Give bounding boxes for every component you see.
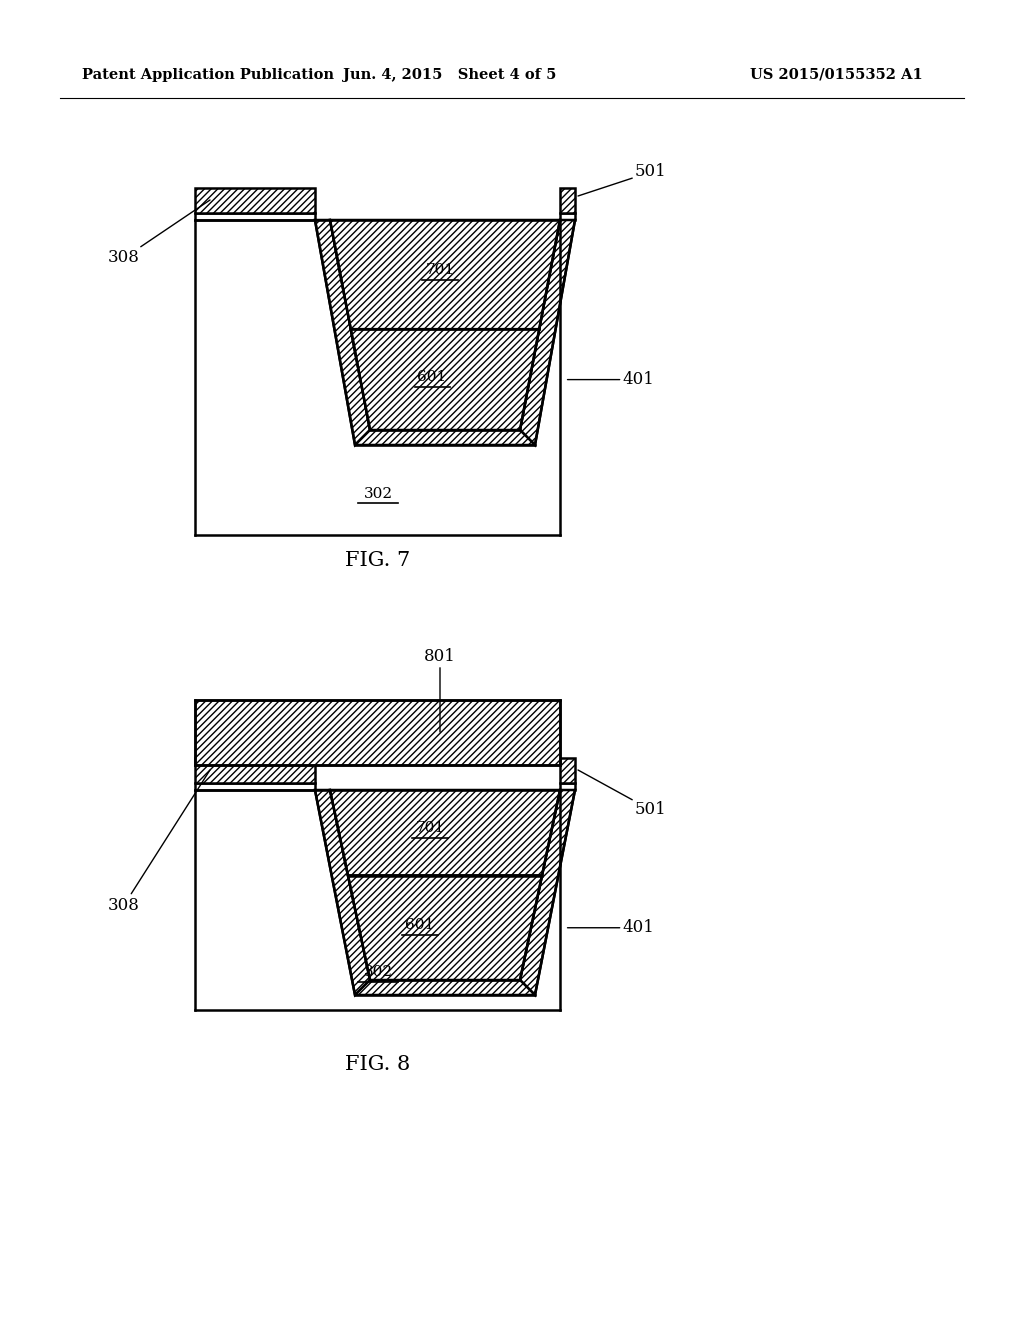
Polygon shape [351,329,540,430]
Text: 302: 302 [364,965,392,979]
Polygon shape [520,789,575,995]
Bar [195,213,315,220]
Bar [560,758,575,783]
Bar [560,783,575,789]
Bar [195,700,560,766]
Polygon shape [348,875,542,979]
Text: Patent Application Publication: Patent Application Publication [82,69,334,82]
Bar [195,758,315,783]
Text: 308: 308 [109,770,210,913]
Text: 401: 401 [567,919,654,936]
Polygon shape [315,789,370,995]
Polygon shape [330,789,560,875]
Bar [560,213,575,220]
Polygon shape [355,979,535,995]
Bar [195,783,315,789]
Text: 308: 308 [109,201,210,267]
Text: FIG. 8: FIG. 8 [345,1056,411,1074]
Polygon shape [520,220,575,445]
Polygon shape [355,430,535,445]
Text: US 2015/0155352 A1: US 2015/0155352 A1 [750,69,923,82]
Bar [195,187,315,213]
Text: 501: 501 [578,770,667,818]
Bar [195,220,560,535]
Text: 801: 801 [424,648,456,733]
Polygon shape [315,220,370,445]
Text: Jun. 4, 2015   Sheet 4 of 5: Jun. 4, 2015 Sheet 4 of 5 [343,69,557,82]
Polygon shape [330,220,560,329]
Bar [195,789,560,1010]
Text: 401: 401 [567,371,654,388]
Text: FIG. 7: FIG. 7 [345,550,411,569]
Text: 302: 302 [364,487,392,502]
Text: 601: 601 [418,370,446,384]
Bar [195,700,560,766]
Bar [560,187,575,213]
Text: 701: 701 [425,263,455,277]
Text: 701: 701 [416,821,444,834]
Text: 501: 501 [578,164,667,195]
Text: 601: 601 [406,917,434,932]
